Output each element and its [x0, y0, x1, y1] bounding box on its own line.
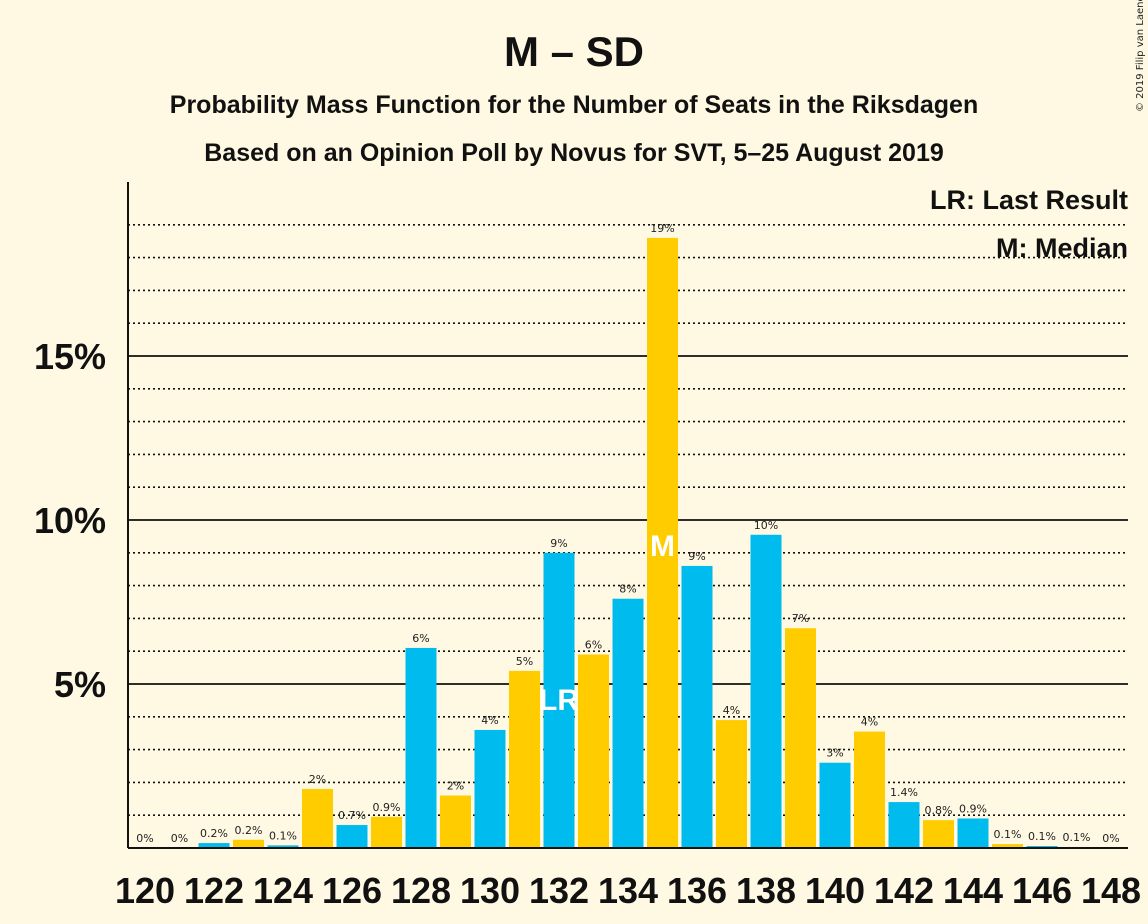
bar-seat-126 [336, 825, 368, 848]
bar-value-label: 5% [516, 655, 533, 668]
bar-value-label: 9% [688, 550, 705, 563]
legend-median: M: Median [996, 233, 1128, 263]
bar-seat-145 [992, 844, 1023, 848]
x-tick-label: 130 [460, 870, 520, 911]
bar-value-label: 6% [412, 632, 429, 645]
axes-group: 120 122 124 126 128 130 132 134 136 138 140 142 144 1… [115, 182, 1141, 911]
bar-value-label: 4% [481, 714, 498, 727]
bar-value-label: 4% [723, 704, 740, 717]
x-tick-label: 124 [253, 870, 313, 911]
x-tick-label: 144 [943, 870, 1003, 911]
chart-title: M – SD [504, 28, 644, 75]
bar-seat-136 [681, 565, 713, 848]
bar-value-label: 0% [171, 832, 188, 845]
bar-value-label: 0% [136, 832, 153, 845]
bar-seat-131 [509, 670, 540, 848]
x-tick-label: 122 [184, 870, 244, 911]
copyright-text: © 2019 Filip van Laenen [1135, 0, 1146, 112]
bar-seat-137 [716, 720, 747, 848]
bar-seat-122 [198, 843, 230, 848]
bar-seat-124 [267, 845, 299, 848]
bar-seat-127 [371, 816, 402, 848]
bars-group: 0% 0% 0.2% 0.2% 0.1% 2% 0.7% 0.9% 6% 2% 4% 5% 9% 6% 8%… [136, 222, 1120, 849]
bar-value-label: 6% [585, 638, 602, 651]
bar-seat-125 [302, 788, 333, 848]
bar-value-label: 0.2% [235, 824, 263, 837]
x-tick-label: 132 [529, 870, 589, 911]
bar-value-label: 10% [754, 519, 778, 532]
bar-value-label: 0.9% [373, 801, 401, 814]
bar-seat-123 [233, 839, 264, 848]
bar-value-label: 0.1% [269, 829, 297, 842]
bar-value-label: 8% [619, 583, 636, 596]
last-result-marker: LR [539, 684, 579, 717]
bar-seat-135 [647, 237, 678, 849]
y-tick-label: 15% [34, 336, 106, 377]
chart-subtitle-2: Based on an Opinion Poll by Novus for SV… [204, 139, 944, 167]
x-tick-label: 136 [667, 870, 727, 911]
bar-seat-138 [750, 534, 782, 848]
bar-value-label: 7% [792, 612, 809, 625]
bar-seat-141 [854, 731, 885, 848]
bar-seat-128 [405, 647, 437, 848]
bar-seat-139 [785, 628, 816, 848]
bar-seat-143 [923, 820, 954, 848]
x-tick-label: 128 [391, 870, 451, 911]
bar-value-label: 19% [650, 222, 674, 235]
bar-seat-130 [474, 729, 506, 848]
bar-value-label: 0.1% [1063, 831, 1091, 844]
y-tick-label: 10% [34, 500, 106, 541]
bar-value-label: 9% [550, 537, 567, 550]
bar-seat-144 [957, 818, 989, 848]
bar-seat-134 [612, 598, 644, 848]
x-tick-label: 148 [1081, 870, 1141, 911]
bar-value-label: 2% [309, 773, 326, 786]
bar-value-label: 3% [826, 747, 843, 760]
x-tick-label: 134 [598, 870, 658, 911]
chart-subtitle-1: Probability Mass Function for the Number… [170, 91, 978, 119]
x-tick-label: 140 [805, 870, 865, 911]
bar-value-label: 4% [861, 716, 878, 729]
bar-seat-132 [543, 552, 575, 848]
bar-seat-129 [440, 795, 471, 848]
bar-value-label: 1.4% [890, 786, 918, 799]
bar-seat-133 [578, 654, 609, 848]
bar-value-label: 0.8% [925, 804, 953, 817]
x-tick-label: 142 [874, 870, 934, 911]
bar-value-label: 0% [1102, 832, 1119, 845]
bar-seat-140 [819, 762, 851, 848]
bar-value-label: 0.9% [959, 802, 987, 815]
bar-value-label: 0.2% [200, 827, 228, 840]
x-tick-label: 120 [115, 870, 175, 911]
x-tick-label: 126 [322, 870, 382, 911]
y-tick-label: 5% [54, 664, 106, 705]
x-tick-label: 146 [1012, 870, 1072, 911]
bar-seat-142 [888, 802, 920, 848]
bar-value-label: 2% [447, 780, 464, 793]
legend-last-result: LR: Last Result [930, 185, 1128, 215]
median-marker: M [650, 530, 675, 563]
bar-value-label: 0.1% [1028, 830, 1056, 843]
bar-value-label: 0.1% [994, 828, 1022, 841]
x-tick-label: 138 [736, 870, 796, 911]
bar-value-label: 0.7% [338, 809, 366, 822]
